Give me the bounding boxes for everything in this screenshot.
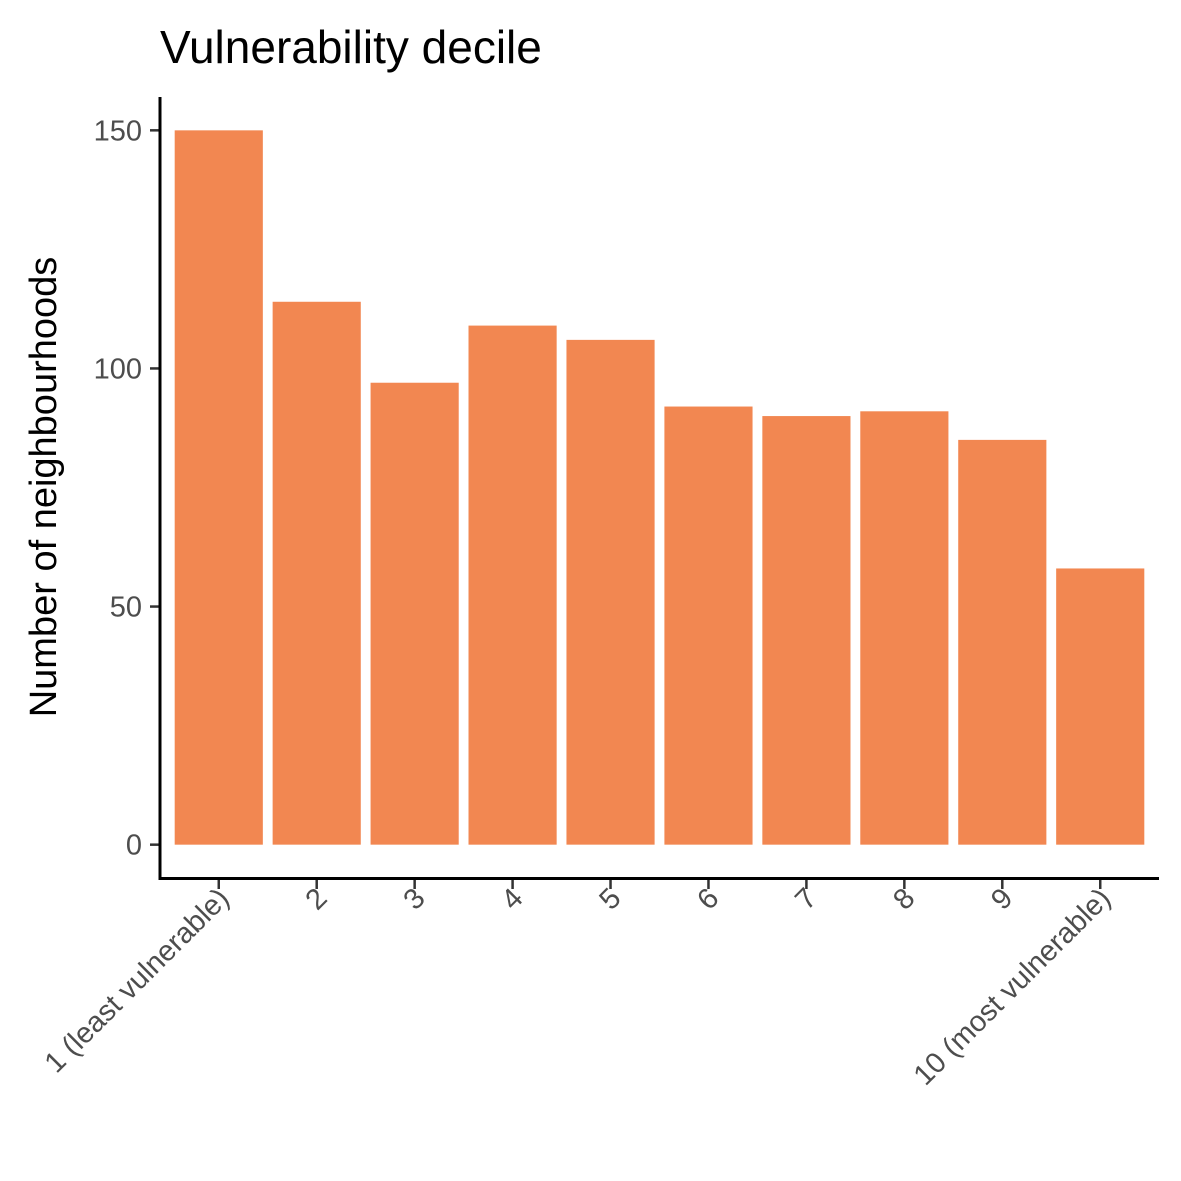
x-axis-ticks: 1 (least vulnerable) 2 3 4 5 6 7 8 910 (most vul… [39, 878, 1117, 1092]
bar-3 [370, 382, 459, 845]
y-tick-label: 100 [94, 353, 142, 385]
y-axis-label: Number of neighbourhoods [23, 257, 65, 718]
bar-10 [1056, 568, 1145, 845]
y-tick-label: 50 [110, 592, 142, 624]
chart-title: Vulnerability decile [160, 21, 542, 73]
bar-2 [272, 301, 361, 845]
bar-9 [958, 439, 1047, 845]
bars-group [174, 130, 1145, 845]
x-tick-label: 10 (most vulnerable) [908, 882, 1118, 1092]
bar-7 [762, 416, 851, 845]
bar-4 [468, 325, 557, 845]
bar-5 [566, 339, 655, 845]
y-tick-label: 150 [94, 115, 142, 147]
y-tick-label: 0 [126, 830, 142, 862]
bar-6 [664, 406, 753, 845]
bar-8 [860, 411, 949, 845]
bar-1 [174, 130, 263, 845]
y-axis-ticks: 0 50 100 150 [94, 115, 160, 862]
x-tick-label: 1 (least vulnerable) [39, 882, 236, 1079]
